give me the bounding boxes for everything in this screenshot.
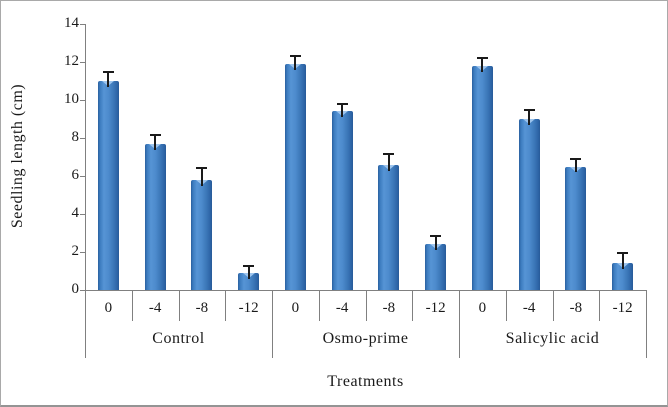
bar bbox=[331, 111, 353, 290]
error-bar-line bbox=[434, 235, 437, 251]
error-bar-cap bbox=[570, 157, 582, 160]
category-separator bbox=[225, 290, 227, 321]
bar bbox=[238, 272, 260, 290]
error-bar-cap bbox=[523, 109, 535, 112]
x-category-label: 0 bbox=[291, 300, 300, 316]
bar bbox=[97, 81, 119, 290]
bar bbox=[378, 164, 400, 290]
x-category-label: 0 bbox=[104, 300, 113, 316]
x-category-label: -12 bbox=[425, 300, 446, 316]
y-tick-label: 2 bbox=[71, 243, 80, 259]
y-axis-title: Seedling length (cm) bbox=[9, 83, 26, 229]
error-bar-cap bbox=[243, 265, 255, 268]
category-separator bbox=[131, 290, 133, 321]
group-separator bbox=[459, 290, 460, 358]
x-category-label: -4 bbox=[148, 300, 162, 316]
bar bbox=[471, 65, 493, 290]
y-tick-label: 4 bbox=[71, 205, 80, 221]
bar bbox=[144, 143, 166, 290]
error-bar-line bbox=[200, 168, 203, 186]
group-label: Control bbox=[152, 330, 205, 347]
group-separator bbox=[646, 290, 647, 358]
category-separator bbox=[552, 290, 554, 321]
error-bar-line bbox=[294, 56, 297, 70]
x-axis-title: Treatments bbox=[327, 373, 404, 390]
error-bar-line bbox=[481, 58, 484, 72]
x-category-label: -8 bbox=[569, 300, 583, 316]
y-tick-label: 6 bbox=[71, 167, 80, 183]
error-bar-line bbox=[247, 266, 250, 279]
y-tick-label: 14 bbox=[64, 15, 79, 31]
category-separator bbox=[505, 290, 507, 321]
error-bar-cap bbox=[289, 55, 301, 58]
error-bar-line bbox=[387, 154, 390, 171]
x-category-label: -12 bbox=[612, 300, 633, 316]
error-bar-cap bbox=[476, 57, 488, 60]
x-category-label: -8 bbox=[195, 300, 209, 316]
category-separator bbox=[599, 290, 601, 321]
category-separator bbox=[178, 290, 180, 321]
x-category-label: -4 bbox=[335, 300, 349, 316]
group-label: Osmo-prime bbox=[322, 330, 409, 347]
category-separator bbox=[412, 290, 414, 321]
x-category-label: -4 bbox=[522, 300, 536, 316]
error-bar-cap bbox=[383, 153, 395, 156]
y-axis-tick bbox=[80, 24, 85, 25]
x-category-label: 0 bbox=[478, 300, 487, 316]
x-category-label: -8 bbox=[382, 300, 396, 316]
error-bar-cap bbox=[430, 234, 442, 237]
category-separator bbox=[365, 290, 367, 321]
error-bar-line bbox=[107, 71, 110, 87]
bar bbox=[518, 119, 540, 290]
error-bar-cap bbox=[617, 251, 629, 254]
y-axis-tick bbox=[80, 176, 85, 177]
error-bar-cap bbox=[196, 167, 208, 170]
y-tick-label: 10 bbox=[64, 91, 79, 107]
bar bbox=[284, 63, 306, 290]
y-axis-tick bbox=[80, 100, 85, 101]
error-bar-cap bbox=[149, 134, 161, 137]
group-separator bbox=[272, 290, 273, 358]
error-bar-cap bbox=[102, 70, 114, 73]
y-axis-tick bbox=[80, 214, 85, 215]
y-axis-tick bbox=[80, 138, 85, 139]
y-axis-tick bbox=[80, 62, 85, 63]
bar bbox=[565, 166, 587, 290]
bar bbox=[425, 244, 447, 290]
y-tick-label: 8 bbox=[71, 129, 80, 145]
y-axis-tick bbox=[80, 252, 85, 253]
bar bbox=[191, 179, 213, 290]
category-separator bbox=[318, 290, 320, 321]
error-bar-line bbox=[574, 158, 577, 173]
y-axis-line bbox=[85, 24, 86, 358]
y-tick-label: 12 bbox=[64, 53, 79, 69]
error-bar-line bbox=[154, 135, 157, 150]
error-bar-cap bbox=[336, 102, 348, 105]
bar bbox=[612, 263, 634, 290]
y-axis-tick bbox=[80, 290, 85, 291]
error-bar-line bbox=[528, 110, 531, 125]
group-label: Salicylic acid bbox=[505, 330, 600, 347]
x-category-label: -12 bbox=[238, 300, 259, 316]
error-bar-line bbox=[621, 252, 624, 270]
y-tick-label: 0 bbox=[71, 281, 80, 297]
error-bar-line bbox=[341, 103, 344, 118]
